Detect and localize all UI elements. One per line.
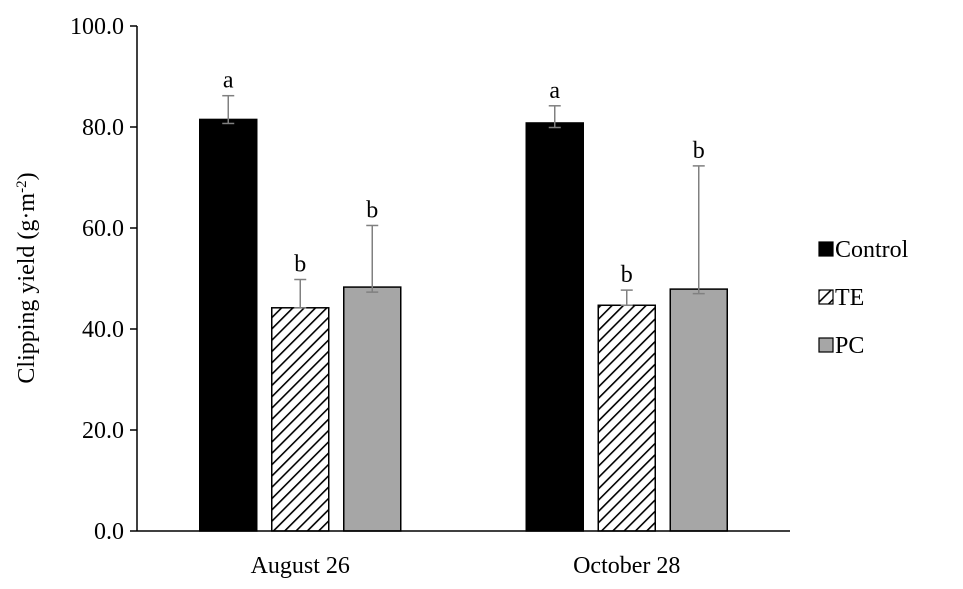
significance-label: b — [366, 197, 378, 223]
bar-te — [597, 304, 656, 532]
y-tick-label: 60.0 — [82, 216, 124, 242]
legend-label-pc: PC — [835, 333, 864, 359]
legend-swatch-pc — [818, 337, 834, 353]
significance-label: a — [549, 78, 560, 104]
y-tick-label: 0.0 — [94, 519, 124, 545]
bar-te — [271, 307, 330, 532]
axes — [136, 26, 790, 532]
error-bars — [222, 94, 705, 309]
bar-pc — [343, 286, 402, 532]
legend-label-control: Control — [835, 237, 909, 263]
legend-swatch-te — [818, 289, 834, 305]
y-tick-label: 80.0 — [82, 115, 124, 141]
y-axis-title: Clipping yield (g·m-2) — [14, 172, 40, 383]
svg-text:Clipping yield (g·m-2): Clipping yield (g·m-2) — [14, 172, 40, 383]
significance-label: b — [621, 262, 633, 288]
x-category-label: October 28 — [573, 553, 680, 579]
y-tick-label: 20.0 — [82, 418, 124, 444]
significance-label: a — [223, 68, 234, 94]
category-labels: August 26 October 28 — [251, 553, 681, 579]
y-tick-label: 100.0 — [70, 14, 124, 40]
legend-swatch-control — [818, 241, 834, 257]
legend-label-te: TE — [835, 285, 864, 311]
y-axis-ticks: 0.0 20.0 40.0 60.0 80.0 100.0 — [70, 14, 137, 545]
bar-control — [199, 118, 258, 532]
bar-pc — [669, 288, 728, 532]
bars — [199, 118, 728, 532]
legend: Control TE PC — [818, 237, 909, 359]
significance-label: b — [294, 252, 306, 278]
bar-control — [525, 122, 584, 532]
significance-label: b — [693, 138, 705, 164]
y-tick-label: 40.0 — [82, 317, 124, 343]
significance-labels: a b b a b b — [223, 68, 705, 288]
x-category-label: August 26 — [251, 553, 350, 579]
